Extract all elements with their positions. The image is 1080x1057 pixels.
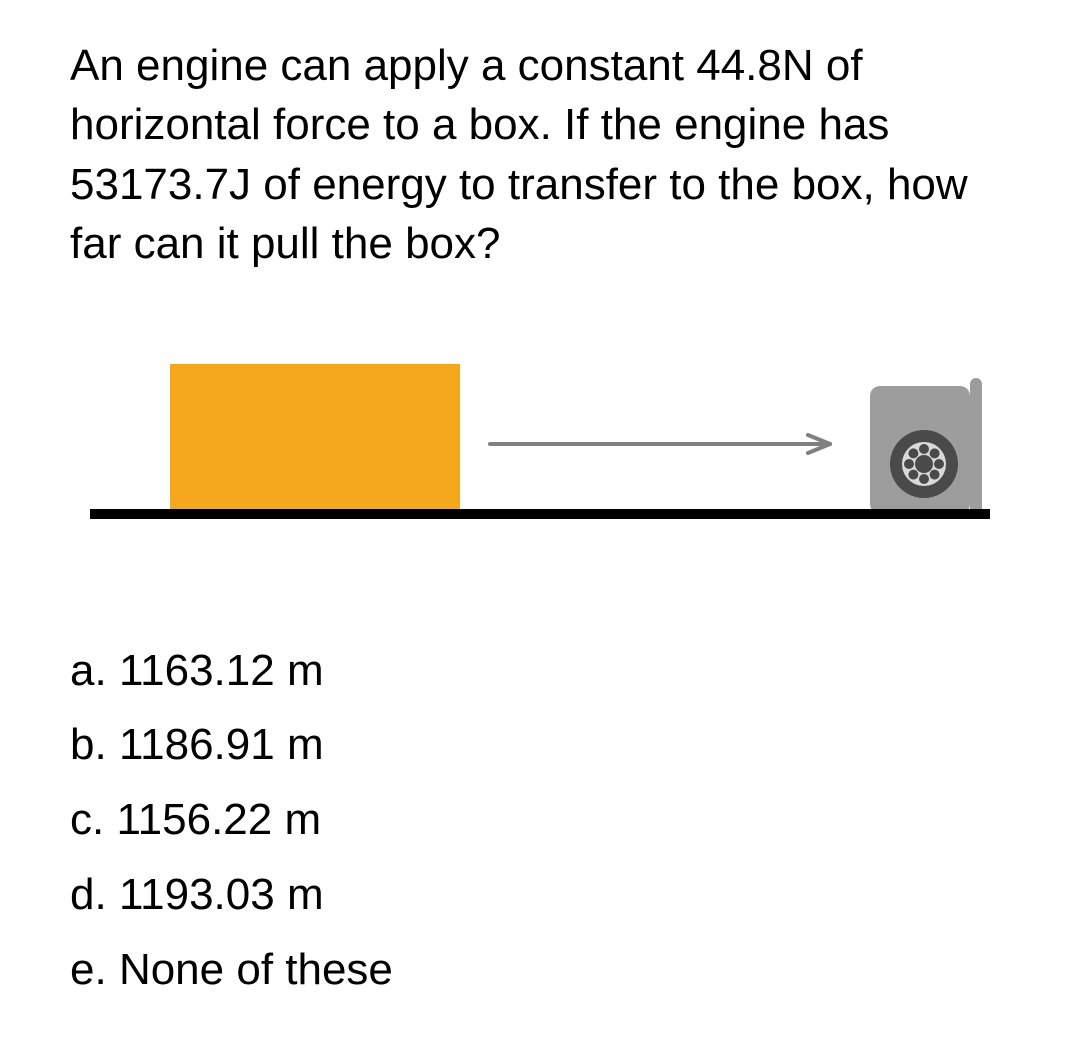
wheel-spoke-icon — [904, 459, 914, 469]
engine-back-icon — [970, 378, 982, 514]
option-a[interactable]: a. 1163.12 m — [70, 634, 1010, 709]
physics-diagram — [90, 334, 990, 554]
option-letter: e. — [70, 945, 107, 994]
option-c[interactable]: c. 1156.22 m — [70, 783, 1010, 858]
options-list: a. 1163.12 mb. 1186.91 mc. 1156.22 md. 1… — [70, 634, 1010, 1008]
box-icon — [170, 364, 460, 514]
question-text: An engine can apply a constant 44.8N of … — [70, 36, 1010, 274]
diagram-container — [70, 334, 1010, 554]
option-text: 1193.03 m — [119, 870, 324, 919]
option-text: 1163.12 m — [119, 646, 324, 695]
option-letter: b. — [70, 720, 107, 769]
question-page: An engine can apply a constant 44.8N of … — [0, 0, 1080, 1048]
wheel-spoke-icon — [934, 459, 944, 469]
wheel-hub-icon — [915, 455, 933, 473]
wheel-spoke-icon — [919, 444, 929, 454]
option-letter: a. — [70, 646, 107, 695]
wheel-spoke-icon — [930, 448, 940, 458]
option-letter: d. — [70, 870, 107, 919]
wheel-spoke-icon — [908, 448, 918, 458]
option-text: None of these — [119, 945, 393, 994]
option-b[interactable]: b. 1186.91 m — [70, 708, 1010, 783]
wheel-spoke-icon — [908, 469, 918, 479]
option-text: 1156.22 m — [116, 795, 321, 844]
option-d[interactable]: d. 1193.03 m — [70, 858, 1010, 933]
option-letter: c. — [70, 795, 104, 844]
wheel-spoke-icon — [919, 474, 929, 484]
option-e[interactable]: e. None of these — [70, 933, 1010, 1008]
wheel-spoke-icon — [930, 469, 940, 479]
option-text: 1186.91 m — [119, 720, 324, 769]
